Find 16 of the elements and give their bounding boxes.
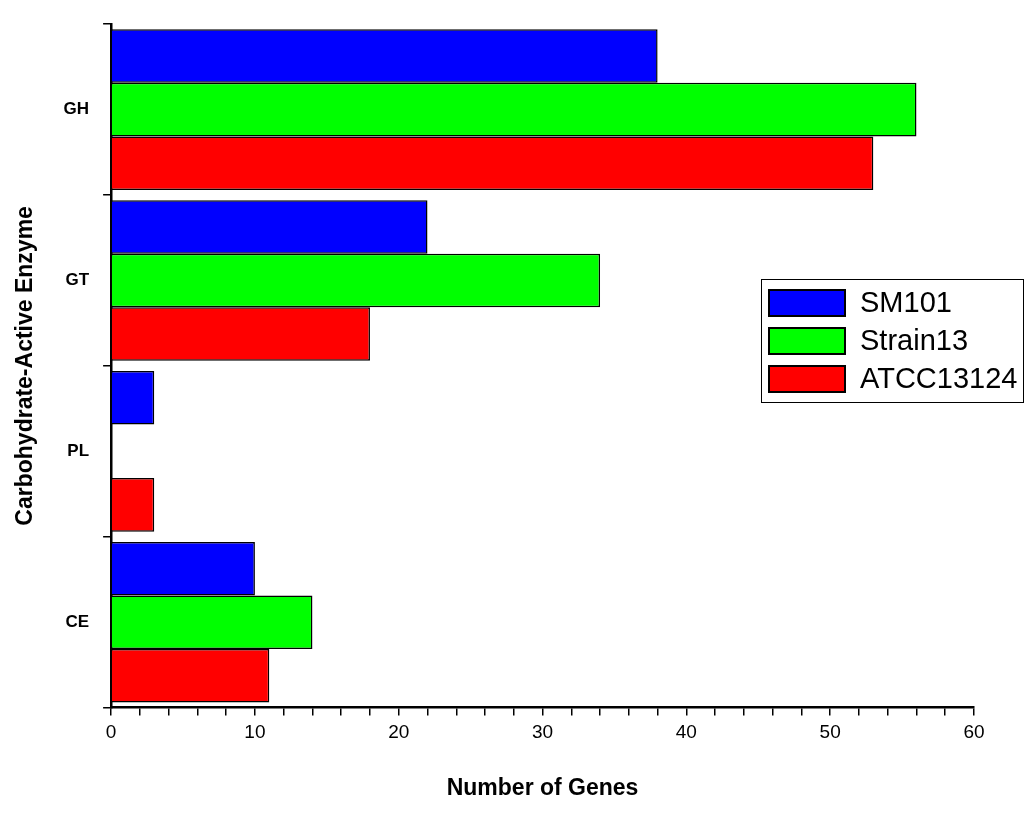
- y-tick-label: GH: [63, 99, 90, 119]
- x-axis-title: Number of Genes: [446, 773, 639, 800]
- x-tick-label: 50: [819, 721, 841, 743]
- y-tick-label: GT: [65, 270, 90, 290]
- x-tick-label: 20: [388, 721, 410, 743]
- legend-label: Strain13: [860, 324, 969, 358]
- y-tick-label: CE: [65, 611, 90, 631]
- x-tick-label: 0: [105, 721, 117, 743]
- y-axis-title: Carbohydrate-Active Enzyme: [11, 206, 38, 526]
- legend-label: SM101: [860, 286, 952, 320]
- legend-label: ATCC13124: [860, 362, 1018, 396]
- x-tick-label: 40: [675, 721, 697, 743]
- x-tick-label: 60: [963, 721, 985, 743]
- x-tick-label: 10: [244, 721, 266, 743]
- x-tick-label: 30: [531, 721, 554, 743]
- y-tick-label: PL: [67, 441, 90, 461]
